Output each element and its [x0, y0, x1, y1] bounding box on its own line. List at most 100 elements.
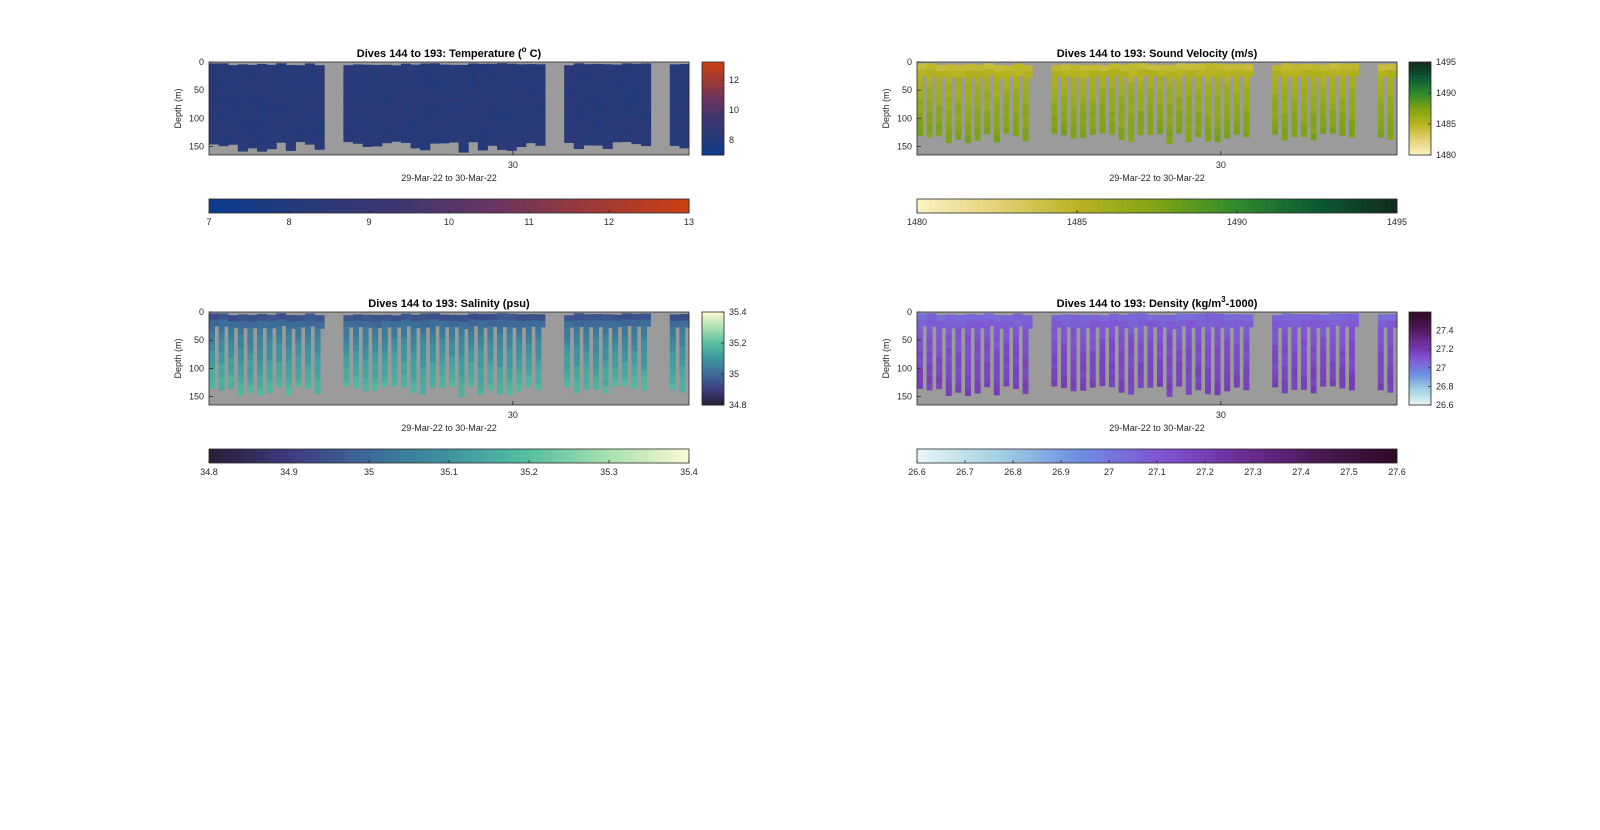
salinity-cell: [439, 350, 446, 358]
sound-velocity-cell: [1272, 70, 1283, 78]
salinity-cell: [295, 362, 302, 369]
density-cell: [1128, 333, 1135, 341]
density-cell: [926, 351, 933, 359]
salinity-cell: [468, 313, 479, 321]
temperature-cell: [362, 119, 373, 127]
salinity-cell: [401, 350, 407, 357]
temperature-cell: [237, 136, 248, 145]
salinity-cell: [314, 334, 321, 342]
sound-velocity-cell: [1195, 100, 1202, 107]
density-cell: [984, 374, 991, 382]
temperature-side-colorbar-segment: [702, 129, 724, 133]
sound-velocity-side-colorbar-segment: [1409, 138, 1431, 142]
temperature-cell: [487, 131, 498, 139]
temperature-cell: [583, 118, 594, 126]
density-bottom-colorbar-segment: [1391, 449, 1398, 463]
sound-velocity-cell: [1291, 82, 1298, 89]
salinity-cell: [468, 380, 475, 387]
sound-velocity-cell: [1166, 84, 1173, 92]
sound-velocity-cell: [1185, 102, 1192, 110]
density-cell: [926, 370, 933, 378]
density-bottom-colorbar-segment: [1211, 449, 1218, 463]
sound-velocity-cell: [1118, 83, 1125, 91]
salinity-cell: [516, 371, 523, 379]
density-cell: [1310, 346, 1317, 355]
salinity-cell: [497, 319, 507, 328]
temperature-cell: [439, 90, 450, 98]
sound-velocity-bottom-colorbar-segment: [959, 199, 966, 213]
temperature-cell: [381, 129, 392, 137]
salinity-cell: [641, 332, 647, 340]
salinity-cell: [669, 370, 676, 378]
salinity-cell: [391, 350, 398, 357]
sound-velocity-bottom-colorbar-frame: [916, 198, 1398, 214]
density-side-colorbar-segment: [1409, 335, 1431, 339]
sound-velocity-cell: [1061, 99, 1067, 106]
density-cell: [936, 358, 943, 365]
density-cell: [1339, 381, 1346, 389]
density-cell: [1272, 333, 1279, 340]
density-cell: [1243, 358, 1250, 366]
salinity-side-colorbar-segment: [702, 367, 724, 371]
salinity-cell: [247, 321, 258, 329]
temperature-bottom-colorbar-segment: [647, 199, 654, 213]
sound-velocity-cell: [1387, 89, 1394, 96]
sound-velocity-cell: [1176, 69, 1187, 76]
sound-velocity-cell: [1281, 76, 1288, 84]
salinity-cell: [285, 381, 292, 389]
density-cell: [1214, 374, 1221, 382]
sound-velocity-bottom-colorbar-segment: [1091, 199, 1098, 213]
sound-velocity-cell: [1310, 64, 1321, 72]
density-cell: [1195, 339, 1202, 346]
sound-velocity-side-colorbar-segment: [1409, 82, 1431, 86]
salinity-side-colorbar-segment: [702, 332, 724, 336]
sound-velocity-cell: [917, 87, 923, 94]
temperature-bottom-colorbar-segment: [329, 199, 336, 213]
density-cell: [1272, 380, 1279, 388]
density-cell: [1147, 344, 1154, 352]
salinity-cell: [621, 349, 628, 357]
temperature-cell: [285, 65, 296, 73]
density-cell: [926, 364, 933, 372]
temperature-bottom-colorbar-segment: [467, 199, 474, 213]
sound-velocity-cell: [965, 116, 971, 124]
density-cell: [1089, 332, 1096, 340]
sound-velocity-cell: [1320, 70, 1331, 77]
sound-velocity-cell: [917, 81, 923, 88]
density-cell: [1320, 368, 1327, 375]
sound-velocity-bottom-colorbar-segment: [1379, 199, 1386, 213]
salinity-cell: [497, 346, 503, 354]
sound-velocity-cell: [1157, 64, 1167, 72]
salinity-cell: [593, 376, 599, 384]
salinity-cell: [247, 327, 254, 335]
temperature-cell: [218, 90, 229, 99]
density-cell: [1243, 314, 1254, 322]
density-cell: [926, 345, 933, 353]
sound-velocity-cell: [1147, 105, 1154, 112]
density-cell: [1080, 327, 1087, 335]
density-cell: [1301, 376, 1307, 384]
sound-velocity-cell: [1013, 123, 1019, 131]
sound-velocity-side-colorbar-segment: [1409, 101, 1431, 105]
sound-velocity-cell: [1214, 102, 1221, 110]
sound-velocity-cell: [1109, 110, 1115, 117]
density-cell: [1099, 362, 1106, 369]
temperature-cell: [266, 99, 277, 108]
density-cell: [965, 320, 975, 329]
salinity-cell: [602, 314, 613, 322]
sound-velocity-cell: [1185, 109, 1192, 117]
temperature-cell: [564, 71, 575, 79]
density-cell: [1176, 325, 1183, 333]
density-cell: [1022, 347, 1029, 355]
density-cell: [1003, 350, 1010, 357]
density-cell: [1243, 345, 1250, 353]
salinity-bottom-colorbar-segment: [485, 449, 492, 463]
temperature-cell: [295, 122, 306, 130]
salinity-cell: [487, 320, 498, 327]
temperature-bottom-colorbar-segment: [425, 199, 432, 213]
density-cell: [1233, 320, 1244, 327]
salinity-cell: [353, 338, 359, 346]
density-cell: [1137, 313, 1148, 320]
sound-velocity-cell: [1195, 106, 1202, 113]
salinity-bottom-colorbar-segment: [575, 449, 582, 463]
